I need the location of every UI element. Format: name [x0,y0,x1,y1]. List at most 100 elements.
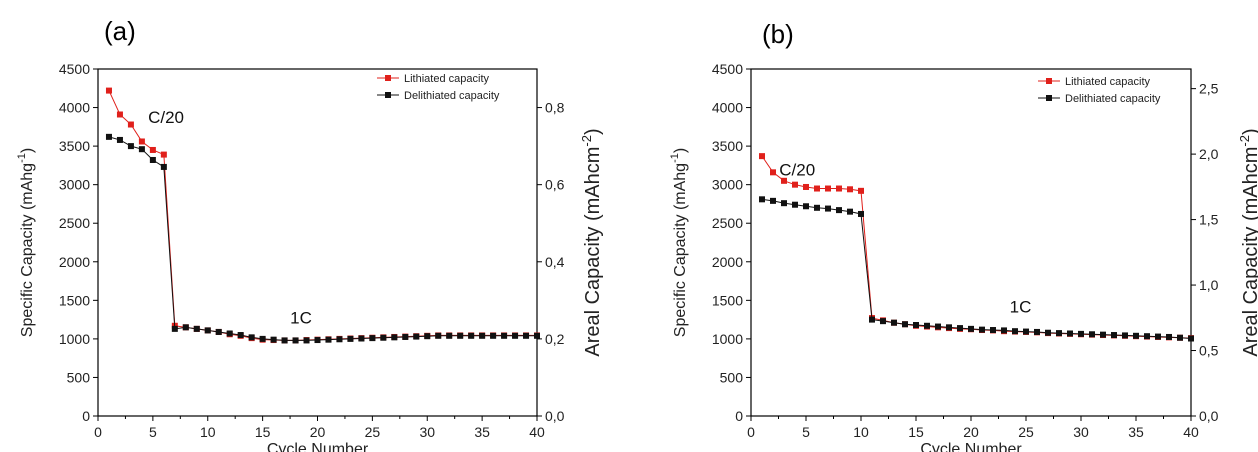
legend-marker [385,92,391,98]
y2-tick-label: 0,6 [545,177,565,193]
data-point-delithiated [501,332,508,339]
data-point-lithiated [138,138,145,145]
data-point-delithiated [215,328,222,335]
y2-tick-label: 0,0 [545,408,565,424]
y-tick-label: 4000 [712,100,743,116]
data-point-delithiated [1012,328,1018,335]
data-point-delithiated [193,325,200,332]
y-tick-label: 2500 [712,215,743,231]
data-point-delithiated [913,322,919,329]
data-point-delithiated [880,318,886,325]
data-point-delithiated [171,325,178,332]
data-point-delithiated [979,326,985,333]
y2-tick-label: 1,5 [1199,212,1219,228]
panel-label: (a) [104,16,136,46]
data-point-delithiated [1078,330,1084,337]
data-point-delithiated [1067,330,1073,337]
x-tick-label: 15 [908,424,924,440]
data-point-delithiated [1177,334,1183,341]
y-tick-label: 2000 [712,254,743,270]
data-point-delithiated [138,146,145,153]
x-tick-label: 25 [365,424,381,440]
y-tick-label: 2000 [59,254,90,270]
data-point-delithiated [512,332,519,339]
y2-tick-label: 0,2 [545,331,565,347]
y2-tick-label: 0,8 [545,100,565,116]
legend-marker [1046,78,1052,84]
data-point-delithiated [825,205,831,212]
data-point-delithiated [248,334,255,341]
data-point-delithiated [968,325,974,332]
y-tick-label: 4500 [59,61,90,77]
data-point-delithiated [1133,332,1139,339]
data-point-delithiated [314,337,321,344]
data-point-delithiated [836,207,842,214]
x-tick-label: 25 [1018,424,1034,440]
data-point-delithiated [891,319,897,326]
data-point-lithiated [149,146,156,153]
data-point-lithiated [116,111,123,118]
data-point-delithiated [902,321,908,328]
y2-axis-title: Areal Capacity (mAhcm-2) [1237,128,1258,356]
data-point-delithiated [1188,335,1194,342]
x-tick-label: 0 [747,424,755,440]
data-point-delithiated [869,316,875,323]
data-point-delithiated [1111,332,1117,339]
data-point-delithiated [270,336,277,343]
y-tick-label: 3500 [59,138,90,154]
y-tick-label: 4000 [59,100,90,116]
data-point-delithiated [1056,330,1062,337]
data-point-delithiated [1045,329,1051,336]
y2-tick-label: 2,5 [1199,81,1219,97]
y-tick-label: 3000 [59,177,90,193]
data-point-delithiated [935,323,941,330]
data-point-delithiated [523,332,530,339]
x-axis-title: Cycle Number [920,441,1022,452]
data-point-delithiated [325,336,332,343]
y2-tick-label: 0,0 [1199,408,1219,424]
x-tick-label: 15 [255,424,271,440]
y2-tick-label: 0,5 [1199,343,1219,359]
x-tick-label: 20 [310,424,326,440]
data-point-delithiated [924,322,930,329]
y-tick-label: 0 [735,408,743,424]
y-tick-label: 3000 [712,177,743,193]
data-point-lithiated [858,187,864,194]
y-tick-label: 500 [720,369,744,385]
data-point-lithiated [825,185,831,192]
y-axis-title: Specific Capacity (mAhg-1) [669,148,689,337]
legend-label: Delithiated capacity [404,90,500,102]
data-point-delithiated [127,143,134,150]
data-point-delithiated [347,335,354,342]
data-point-lithiated [803,183,809,190]
data-point-delithiated [292,337,299,344]
data-point-delithiated [759,196,765,203]
y-tick-label: 3500 [712,138,743,154]
rate-annotation: 1C [290,308,312,327]
data-point-delithiated [182,324,189,331]
data-point-delithiated [149,156,156,163]
y-tick-label: 1500 [59,292,90,308]
x-tick-label: 0 [94,424,102,440]
x-tick-label: 30 [1073,424,1089,440]
data-point-delithiated [781,200,787,207]
x-tick-label: 30 [419,424,435,440]
data-point-delithiated [105,133,112,140]
rate-annotation: 1C [1010,298,1032,317]
y-tick-label: 0 [82,408,90,424]
data-point-delithiated [1155,333,1161,340]
y2-axis-title: Areal Capacity (mAhcm-2) [579,128,604,356]
y-tick-label: 500 [67,369,91,385]
y2-tick-label: 2,0 [1199,146,1219,162]
data-point-delithiated [468,332,475,339]
data-point-delithiated [490,332,497,339]
data-point-delithiated [814,204,820,211]
data-point-lithiated [814,185,820,192]
x-tick-label: 35 [474,424,490,440]
x-axis-title: Cycle Number [267,441,369,452]
data-point-delithiated [1100,331,1106,338]
data-point-delithiated [391,334,398,341]
data-point-delithiated [446,332,453,339]
data-point-delithiated [1089,331,1095,338]
